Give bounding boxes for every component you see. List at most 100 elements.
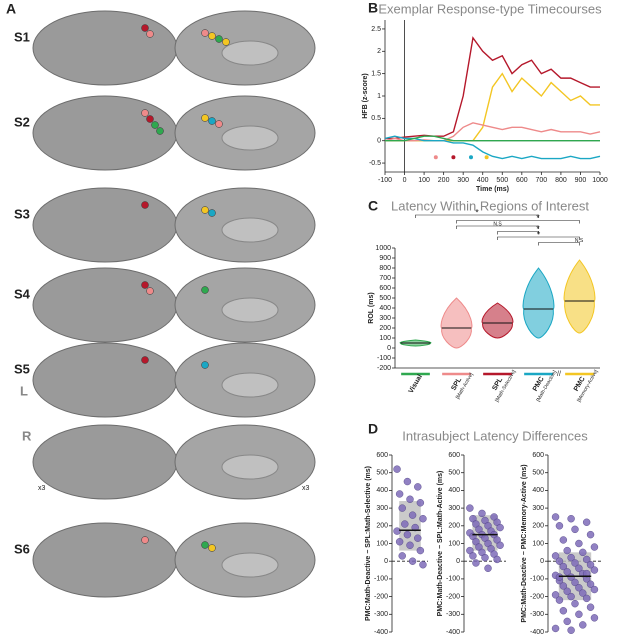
x-tick-label: 100: [418, 177, 430, 184]
data-point: [551, 591, 560, 599]
electrode: [141, 281, 149, 289]
data-point: [411, 523, 419, 532]
series-line: [385, 36, 600, 140]
data-point: [419, 515, 427, 523]
y-tick-label: 700: [379, 275, 391, 282]
brain-detail: [221, 552, 279, 578]
electrode: [215, 35, 223, 43]
data-point: [559, 607, 568, 615]
data-point: [496, 541, 504, 549]
data-point: [579, 548, 587, 557]
x-tick-label: 400: [477, 177, 489, 184]
electrode: [151, 121, 159, 129]
y-tick-label: 0: [384, 558, 388, 565]
y-tick-label: -200: [374, 593, 388, 600]
electrode: [141, 536, 149, 544]
brain-detail: [221, 297, 279, 323]
data-point: [416, 546, 425, 555]
electrode: [146, 287, 154, 295]
data-point: [469, 552, 477, 560]
data-point: [571, 599, 579, 608]
brain-lateral: [32, 187, 178, 263]
data-point: [586, 530, 595, 539]
electrode: [141, 109, 149, 117]
data-point: [403, 477, 412, 486]
data-point: [575, 539, 583, 548]
data-point: [582, 518, 591, 526]
data-point: [472, 559, 480, 567]
chart-title: Intrasubject Latency Differences: [402, 428, 588, 443]
y-tick-label: 200: [379, 325, 391, 332]
x-tick-label: 800: [555, 177, 567, 184]
y-tick-label: -0.5: [369, 160, 381, 167]
y-tick-label: 600: [379, 285, 391, 292]
data-point: [582, 569, 591, 578]
brain-detail: [221, 217, 279, 243]
x-tick-label: 700: [536, 177, 548, 184]
onset-marker: [484, 155, 489, 160]
electrode: [201, 286, 209, 294]
data-point: [567, 573, 575, 581]
significance-bracket: [497, 231, 539, 235]
x-tick-label: -100: [378, 177, 392, 184]
electrode: [146, 30, 154, 38]
y-tick-label: 300: [448, 505, 460, 512]
data-point: [567, 626, 575, 634]
y-tick-label: 400: [532, 487, 544, 494]
y-tick-label: -300: [446, 611, 460, 618]
brain-detail: [221, 40, 279, 66]
data-point: [579, 589, 587, 597]
data-point: [555, 557, 564, 565]
panel-label: B: [368, 0, 378, 16]
violin: [522, 267, 555, 339]
significance-label: *: [536, 224, 540, 234]
data-point: [551, 513, 560, 521]
chart-title: Exemplar Response-type Timecourses: [378, 1, 602, 16]
y-tick-label: 100: [448, 540, 460, 547]
electrode: [201, 29, 209, 37]
data-point: [567, 515, 575, 523]
electrode: [141, 356, 149, 364]
data-point: [555, 573, 564, 581]
x-tick-label: 500: [496, 177, 508, 184]
x-tick-label: Visual: [408, 374, 424, 395]
electrode: [201, 541, 209, 549]
data-point: [582, 594, 591, 603]
significance-bracket: [497, 236, 580, 240]
y-tick-label: 300: [532, 505, 544, 512]
data-point: [590, 566, 599, 574]
x-tick-label: 0: [403, 177, 407, 184]
data-point: [575, 564, 583, 572]
data-point: [563, 568, 571, 576]
significance-label: N.S: [575, 238, 584, 244]
violin: [440, 297, 473, 349]
data-point: [419, 561, 427, 569]
y-tick-label: 1: [377, 93, 381, 100]
subject-label: S2: [14, 114, 30, 129]
electrode: [141, 24, 149, 32]
data-point: [481, 553, 489, 562]
data-point: [496, 523, 504, 532]
y-tick-label: 800: [379, 265, 391, 272]
electrode: [141, 201, 149, 209]
data-point: [582, 555, 591, 564]
y-tick-label: -300: [530, 611, 544, 618]
data-point: [563, 587, 571, 595]
subject-label: S5: [14, 361, 30, 376]
electrode: [201, 114, 209, 122]
series-line: [385, 135, 600, 142]
data-point: [586, 561, 595, 569]
onset-marker: [469, 155, 473, 160]
data-point: [555, 522, 564, 530]
significance-bracket: [538, 242, 580, 246]
x-axis-label: Time (ms): [476, 186, 509, 193]
electrode: [146, 115, 154, 123]
y-tick-label: -200: [446, 593, 460, 600]
y-axis-label: PMC:Math-Deactive − SPL:Math-Active (ms): [437, 471, 444, 617]
y-tick-label: 2: [377, 48, 381, 55]
data-point: [414, 534, 422, 542]
y-tick-label: -400: [446, 629, 460, 636]
violin: [481, 302, 514, 339]
y-tick-label: 200: [448, 523, 460, 530]
data-point: [408, 557, 417, 565]
